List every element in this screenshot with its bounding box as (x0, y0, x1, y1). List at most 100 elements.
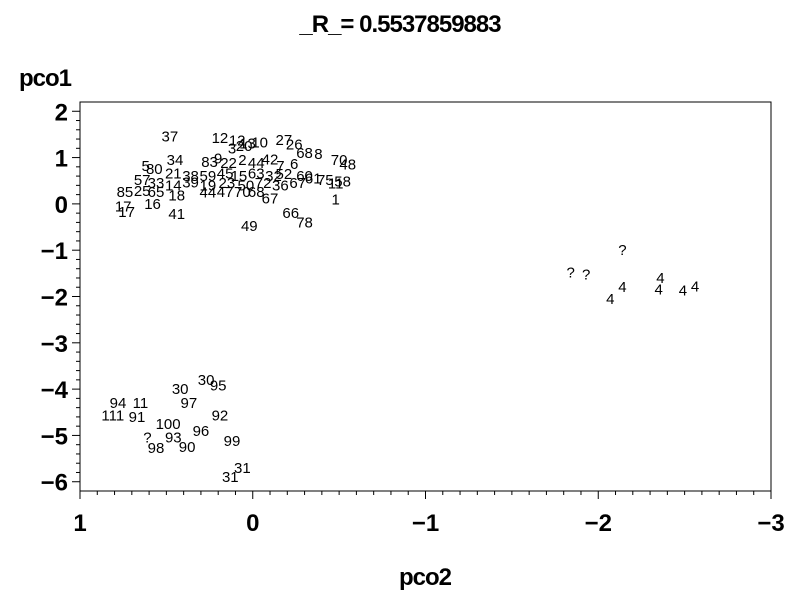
data-point-label: 97 (180, 395, 197, 412)
x-tick-label: 1 (73, 510, 86, 537)
data-point-label: 49 (241, 218, 258, 235)
data-point-label: 8 (314, 146, 322, 163)
data-point-label: 14 (165, 177, 182, 194)
data-point-label: 4 (679, 282, 687, 299)
data-point-label: 36 (272, 177, 289, 194)
data-point-label: 5 (141, 158, 149, 175)
data-point-label: 9 (214, 150, 222, 167)
data-point-label: 2 (238, 152, 246, 169)
data-point-label: ? (582, 266, 590, 283)
data-point-label: 59 (199, 168, 216, 185)
data-point-label: 17 (118, 204, 135, 221)
data-point-label: 67 (289, 175, 306, 192)
data-point-label: 44 (248, 155, 265, 172)
axes: 210−1−2−3−4−5−61 0 −1 −2 −3 (41, 99, 785, 537)
y-axis-title: pco1 (19, 65, 72, 92)
data-point-label: 26 (286, 137, 303, 154)
y-tick-label: −4 (41, 377, 69, 404)
data-point-label: 4 (618, 279, 626, 296)
data-point-label: 91 (129, 409, 146, 426)
data-point-label: 4 (691, 278, 699, 295)
data-point-label: 31 (222, 469, 239, 486)
data-point-label: 20 (236, 138, 253, 155)
data-point-label: 99 (224, 433, 241, 450)
data-point-label: 21 (165, 165, 182, 182)
data-point-label: 33 (148, 175, 165, 192)
data-point-label: 98 (148, 440, 165, 457)
data-point-label: 41 (168, 206, 185, 223)
data-point-label: 65 (148, 184, 165, 201)
data-point-label: 111 (101, 408, 124, 425)
data-point-label: 16 (144, 196, 161, 213)
data-point-label: 37 (161, 129, 178, 146)
data-point-label: 92 (212, 408, 229, 425)
data-point-label: 11 (133, 395, 149, 412)
x-tick-label: 0 (246, 510, 259, 537)
data-point-label: 4 (606, 291, 614, 308)
data-point-label: 27 (276, 132, 293, 149)
y-tick-label: −2 (41, 285, 68, 312)
data-point-label: 15 (231, 168, 248, 185)
data-point-label: 12 (212, 130, 229, 147)
plot-area-frame (79, 101, 772, 492)
data-point-label: 48 (339, 157, 356, 174)
data-point-label: 90 (179, 439, 196, 456)
data-point-label: 4 (656, 270, 664, 287)
data-point-label: 60 (296, 168, 313, 185)
data-point-label: 30 (172, 381, 189, 398)
x-tick-label: −2 (585, 510, 612, 537)
y-tick-label: −5 (41, 423, 68, 450)
data-point-label: 17 (115, 199, 132, 216)
x-tick-label: −1 (412, 510, 439, 537)
data-point-label: 68 (296, 145, 313, 162)
data-point-label: 11 (328, 176, 344, 193)
data-point-label: 63 (248, 165, 265, 182)
data-point-label: 52 (276, 166, 293, 183)
data-point-label: 44 (199, 184, 216, 201)
data-point-label: 66 (282, 205, 299, 222)
data-point-label: 47 (217, 184, 234, 201)
chart-title: _R_= 0.5537859883 (298, 11, 501, 38)
data-point-label: 32 (265, 168, 282, 185)
data-point-label: 23 (218, 175, 235, 192)
data-point-label: 18 (168, 188, 185, 205)
data-point-label: 25 (134, 183, 151, 200)
data-point-label: 34 (167, 152, 184, 169)
x-axis-title: pco2 (399, 564, 452, 591)
data-point-label: 68 (248, 184, 265, 201)
data-point-label: 70 (331, 152, 348, 169)
y-tick-label: −1 (41, 238, 68, 265)
y-tick-label: 1 (55, 146, 68, 173)
data-point-label: 95 (210, 377, 227, 394)
data-point-label: ? (618, 242, 626, 259)
data-point-label: 42 (262, 151, 279, 168)
data-point-label: 12 (229, 132, 246, 149)
x-tick-label: −3 (757, 510, 784, 537)
data-point-label: 94 (110, 395, 127, 412)
data-point-label: 30 (198, 372, 215, 389)
data-point-label: 61 (305, 170, 322, 187)
data-point-label: 1 (331, 191, 339, 208)
data-point-label: 80 (146, 161, 163, 178)
data-point-label: 7 (276, 158, 284, 175)
data-point-label: 19 (199, 177, 216, 194)
data-point-label: 67 (262, 190, 279, 207)
data-point-label: 6 (290, 156, 298, 173)
data-point-label: 96 (193, 423, 210, 440)
data-point-label: ? (566, 264, 574, 281)
data-point-label: 57 (134, 172, 151, 189)
data-point-label: 3 (228, 140, 236, 157)
data-point-label: 13 (239, 136, 256, 153)
data-point-label: 85 (117, 184, 134, 201)
data-point-label: 38 (182, 168, 199, 185)
data-point-label: 100 (156, 416, 181, 433)
data-point-label: 10 (251, 134, 268, 151)
data-point-label: 22 (220, 155, 237, 172)
y-tick-label: −6 (41, 470, 68, 497)
data-point-label: 39 (182, 175, 199, 192)
data-point-label: 75 (317, 172, 334, 189)
data-point-label: 78 (296, 214, 313, 231)
data-point-label: 70 (234, 184, 251, 201)
